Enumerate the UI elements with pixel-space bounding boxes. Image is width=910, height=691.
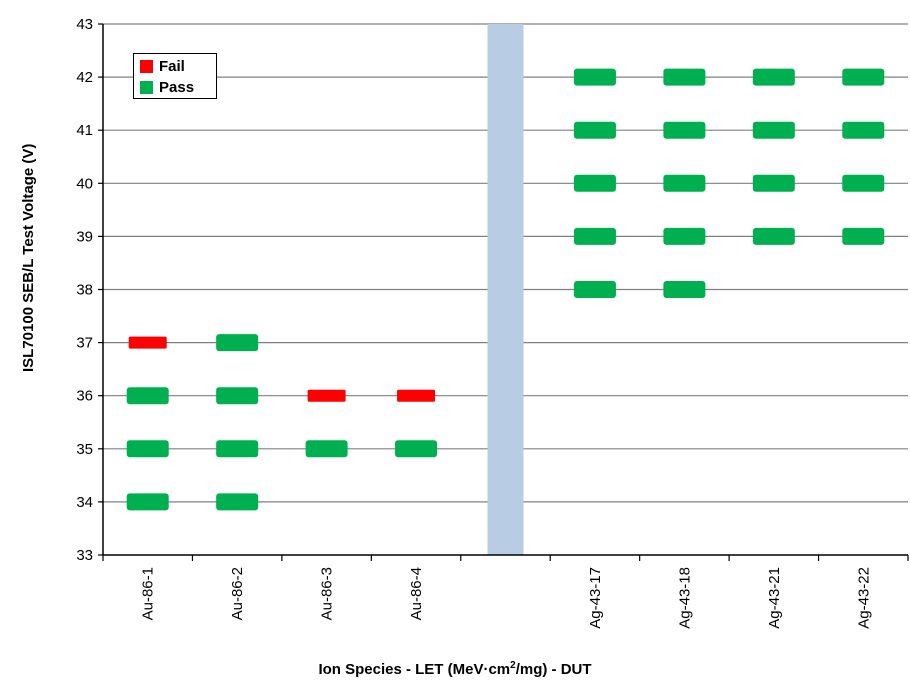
pass-marker (573, 121, 616, 139)
x-axis-label-after: /mg) - DUT (515, 661, 592, 678)
legend-item-pass: Pass (140, 78, 194, 96)
pass-marker (752, 68, 795, 86)
pass-marker (663, 121, 706, 139)
pass-marker (216, 440, 259, 458)
legend: Fail Pass (133, 53, 217, 99)
pass-marker (216, 493, 259, 511)
data-marks (126, 68, 885, 511)
legend-item-fail: Fail (140, 57, 185, 75)
pass-marker (126, 493, 169, 511)
pass-marker (573, 68, 616, 86)
fail-marker (128, 336, 167, 349)
y-tick-label: 41 (76, 122, 93, 139)
x-axis-label-sup: 2 (510, 660, 516, 671)
pass-marker (216, 334, 259, 352)
pass-marker (842, 68, 885, 86)
pass-marker (663, 68, 706, 86)
fail-marker (397, 389, 436, 402)
legend-label-fail: Fail (159, 57, 185, 75)
x-tick-label: Ag-43-21 (766, 567, 783, 629)
pass-marker (663, 174, 706, 192)
pass-marker (663, 281, 706, 298)
pass-marker (573, 174, 616, 192)
y-tick-label: 39 (76, 228, 93, 245)
pass-marker (752, 174, 795, 192)
pass-marker (842, 121, 885, 139)
pass-marker (305, 440, 348, 458)
legend-label-pass: Pass (159, 78, 195, 96)
y-tick-label: 33 (76, 547, 93, 564)
x-tick-label: Au-86-4 (408, 567, 425, 620)
x-axis-label: Ion Species - LET (MeV·cm2/mg) - DUT (0, 660, 910, 678)
pass-marker (842, 174, 885, 192)
x-tick-label: Ag-43-17 (587, 567, 604, 629)
x-tick-label: Au-86-2 (229, 567, 246, 620)
y-tick-label: 43 (76, 16, 93, 33)
x-tick-label: Ag-43-18 (676, 567, 693, 629)
separator-bar-group (487, 24, 524, 555)
legend-swatch-fail (140, 59, 153, 73)
x-tick-label: Au-86-3 (319, 567, 336, 620)
x-tick-label: Ag-43-22 (855, 567, 872, 629)
pass-marker (842, 227, 885, 245)
pass-marker (752, 121, 795, 139)
pass-marker (126, 387, 169, 405)
y-axis-label: ISL70100 SEB/L Test Voltage (V) (20, 143, 37, 372)
x-axis-label-before: Ion Species - LET (MeV·cm (318, 661, 511, 678)
pass-marker (573, 281, 616, 298)
pass-marker (573, 227, 616, 245)
pass-marker (752, 227, 795, 245)
x-tick-label: Au-86-1 (140, 567, 157, 620)
y-tick-label: 42 (76, 69, 93, 86)
fail-marker (307, 389, 346, 402)
y-tick-label: 38 (76, 282, 93, 299)
pass-marker (216, 387, 259, 405)
pass-marker (126, 440, 169, 458)
pass-marker (395, 440, 438, 458)
y-tick-label: 34 (76, 494, 93, 511)
y-axis-label-container: ISL70100 SEB/L Test Voltage (V) (5, 144, 45, 372)
y-tick-label: 36 (76, 388, 93, 405)
pass-marker (663, 227, 706, 245)
y-tick-labels: 33 34 35 36 37 38 39 40 41 42 43 (76, 16, 93, 564)
x-tick-labels: Au-86-1 Au-86-2 Au-86-3 Au-86-4 Ag-43-17 Ag-4… (140, 567, 873, 629)
legend-swatch-pass (140, 80, 153, 94)
y-tick-label: 35 (76, 441, 93, 458)
axes (98, 23, 909, 561)
separator-bar (487, 24, 524, 555)
y-tick-label: 40 (76, 175, 93, 192)
y-tick-label: 37 (76, 335, 93, 352)
